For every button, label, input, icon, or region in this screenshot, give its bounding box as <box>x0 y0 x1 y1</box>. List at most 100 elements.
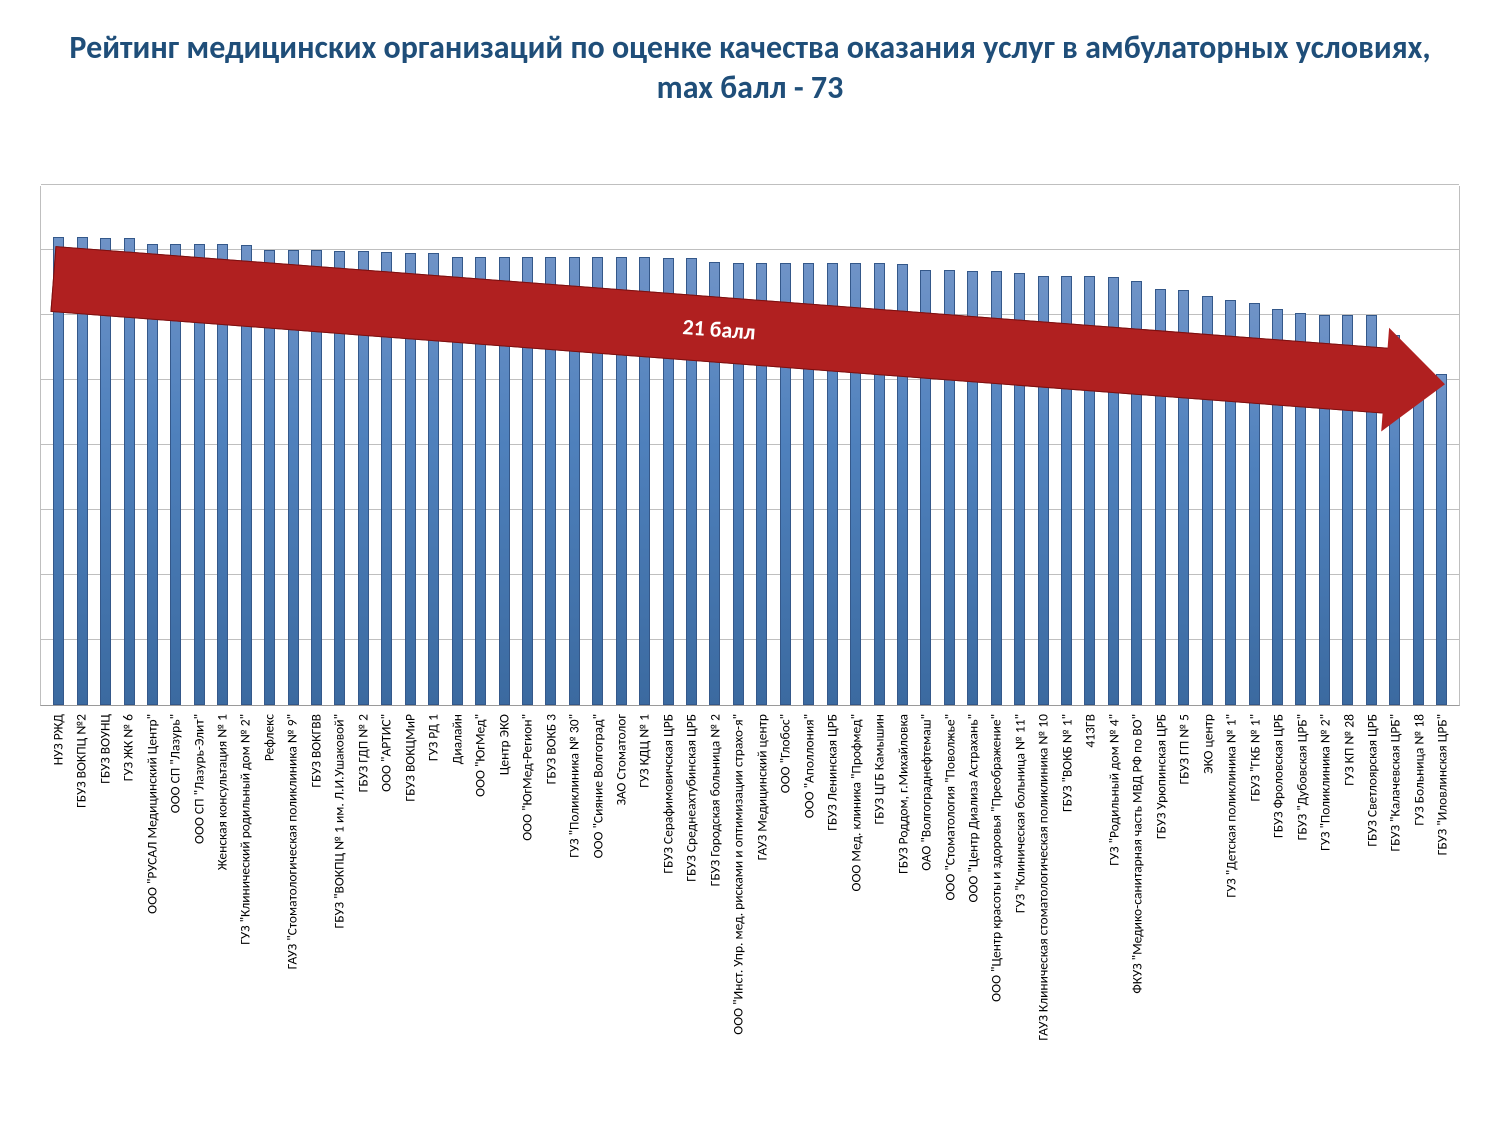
xaxis-slot: ООО "ЮгМед" <box>468 710 491 712</box>
value-slot: 66 <box>1055 126 1078 186</box>
value-slot: 69 <box>539 126 562 186</box>
bar-slot <box>1008 186 1031 705</box>
value-slot: 64 <box>1149 126 1172 186</box>
bar-slot <box>422 186 445 705</box>
value-slot: 67 <box>914 126 937 186</box>
bar-slot <box>610 186 633 705</box>
xaxis-slot: ГБУЗ Городская больница № 2 <box>703 710 726 712</box>
bar <box>991 271 1002 705</box>
xaxis-label: ООО "Центр красоты и здоровья "Преображе… <box>988 714 1005 1002</box>
xaxis-label: ООО "Аполлония" <box>800 714 817 818</box>
bar <box>1295 313 1306 705</box>
xaxis-label: ГУЗ Больница № 18 <box>1410 714 1427 826</box>
bar <box>147 244 158 706</box>
xaxis-label: ООО "Стоматология "Поволжье" <box>941 714 958 901</box>
bar-slot <box>188 186 211 705</box>
bar <box>920 270 931 706</box>
bar-slot <box>492 186 515 705</box>
bar-slot <box>539 186 562 705</box>
value-slot: 51 <box>1431 126 1454 186</box>
value-slot: 70 <box>304 126 327 186</box>
value-slot: 51,5 <box>1407 126 1430 186</box>
bar <box>452 257 463 706</box>
xaxis-label: ГБУЗ Серафимовичская ЦРБ <box>659 714 676 874</box>
xaxis-slot: ГУЗ Больница № 18 <box>1407 710 1430 712</box>
xaxis-label: ООО СП "Лазурь" <box>167 714 184 813</box>
bar-slot <box>1149 186 1172 705</box>
xaxis-slot: ООО "Центр красоты и здоровья "Преображе… <box>985 710 1008 712</box>
value-slot: 69 <box>445 126 468 186</box>
xaxis-label: ГБУЗ "Калачевская ЦРБ" <box>1387 714 1404 852</box>
xaxis-slot: 413ГВ <box>1079 710 1102 712</box>
value-slot: 60,3 <box>1290 126 1313 186</box>
xaxis-label: ГУЗ КП № 28 <box>1340 714 1357 786</box>
bar <box>1436 374 1447 706</box>
bar-slot <box>516 186 539 705</box>
xaxis-label: ГБУЗ ЦГБ Камышин <box>871 714 888 825</box>
bar <box>709 262 720 705</box>
xaxis-label: ООО "ЮгМед-Регион" <box>519 714 536 841</box>
bar-slot <box>680 186 703 705</box>
value-slot: 68,8 <box>656 126 679 186</box>
value-slot: 68,8 <box>680 126 703 186</box>
xaxis-slot: Рефлекс <box>257 710 280 712</box>
value-slot: 66 <box>1079 126 1102 186</box>
xaxis-slot: ООО "Инст. Упр. мед. рисками и оптимизац… <box>727 710 750 712</box>
bar-slot <box>1242 186 1265 705</box>
xaxis-slot: ООО "Глобос" <box>774 710 797 712</box>
xaxis-label: ГБУЗ Городская больница № 2 <box>706 714 723 886</box>
bar <box>850 263 861 705</box>
bar <box>944 270 955 706</box>
xaxis-slot: ЗАО Стоматолог <box>609 710 632 712</box>
bar-slot <box>141 186 164 705</box>
xaxis-slot: ГАУЗ Медицинский центр <box>750 710 773 712</box>
value-slot: 71 <box>163 126 186 186</box>
bar <box>569 257 580 706</box>
xaxis-label: ГАУЗ Клиническая стоматологическая полик… <box>1035 714 1052 1041</box>
bar <box>592 257 603 706</box>
xaxis-label: ЭКО центр <box>1199 714 1216 774</box>
xaxis-label: ООО Мед. клиника "Профмед" <box>847 714 864 891</box>
xaxis-slot: ГУЗ "Клиническая больница № 11" <box>1008 710 1031 712</box>
value-slot: 57 <box>1384 126 1407 186</box>
bar-chart: 727271,871,87171717170,870707069,869,869… <box>40 126 1460 1106</box>
bar <box>1061 276 1072 705</box>
xaxis-slot: ГАУЗ "Стоматологическая поликлиника № 9" <box>281 710 304 712</box>
xaxis-slot: ГБУЗ ВОКГВВ <box>304 710 327 712</box>
xaxis-slot: ГБУЗ "ГКБ № 1" <box>1243 710 1266 712</box>
xaxis-label: ФКУЗ "Медико-санитарная часть МВД РФ по … <box>1129 714 1146 994</box>
value-slot: 69 <box>609 126 632 186</box>
bar <box>1225 300 1236 705</box>
bar-slot <box>891 186 914 705</box>
value-slot: 60 <box>1360 126 1383 186</box>
xaxis-slot: ГБУЗ Серафимовичская ЦРБ <box>656 710 679 712</box>
bar <box>1366 315 1377 705</box>
bar <box>1342 315 1353 705</box>
value-slot: 69 <box>562 126 585 186</box>
bar <box>1413 370 1424 705</box>
value-slot: 68 <box>727 126 750 186</box>
bar <box>522 257 533 706</box>
value-slot: 69 <box>586 126 609 186</box>
xaxis-slot: ГБУЗ Светлоярская ЦРБ <box>1360 710 1383 712</box>
xaxis-slot: ООО "Стоматология "Поволжье" <box>938 710 961 712</box>
bar-slot <box>820 186 843 705</box>
bar-slot <box>1406 186 1429 705</box>
bar <box>639 257 650 706</box>
bar-slot <box>281 186 304 705</box>
xaxis-label: ГУЗ ЖК № 6 <box>120 714 137 781</box>
xaxis-label: ГБУЗ Урюпинская ЦРБ <box>1152 714 1169 839</box>
bar <box>53 237 64 705</box>
bar-slot <box>258 186 281 705</box>
value-slot: 63,8 <box>1173 126 1196 186</box>
xaxis-label: Диалайн <box>448 714 465 764</box>
value-slot: 72 <box>46 126 69 186</box>
value-slot: 68 <box>750 126 773 186</box>
xaxis-label: ГУЗ "Поликлиника № 30" <box>566 714 583 858</box>
xaxis-label: Центр ЭКО <box>495 714 512 775</box>
value-slot: 69,7 <box>375 126 398 186</box>
xaxis-label: ГУЗ "Клиническая больница № 11" <box>1011 714 1028 913</box>
bar <box>334 251 345 705</box>
bar-slot <box>844 186 867 705</box>
bar-slot <box>1125 186 1148 705</box>
